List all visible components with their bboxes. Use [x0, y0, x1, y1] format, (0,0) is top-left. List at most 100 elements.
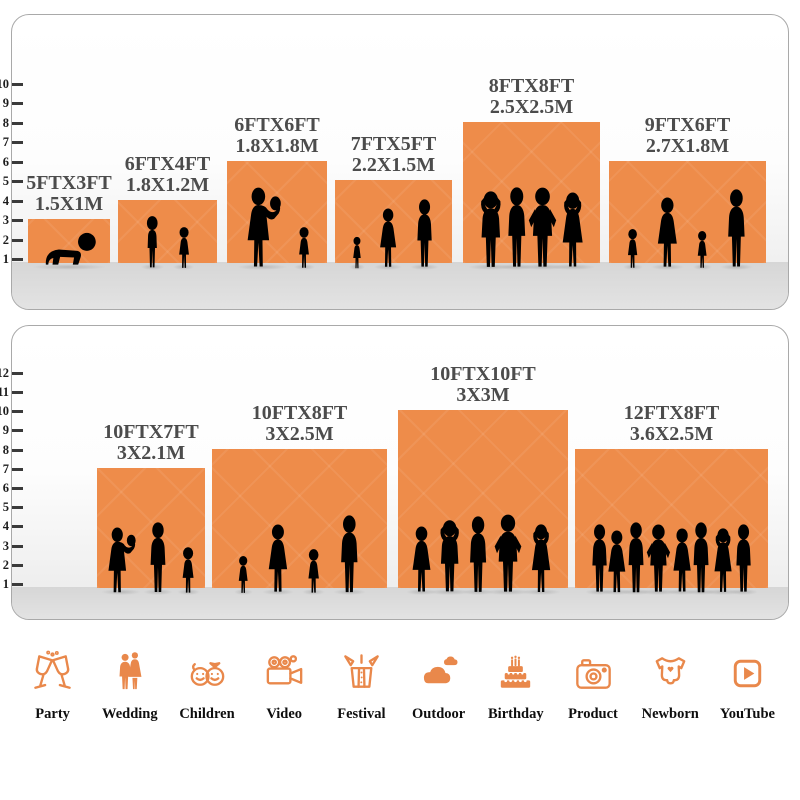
- ruler-tick: [12, 160, 23, 164]
- ruler-tick-label: 9: [2, 96, 9, 110]
- size-m-text: 3X2.5M: [265, 422, 334, 445]
- figure-shadow: [237, 264, 287, 270]
- akimbo-silhouette: [488, 514, 528, 594]
- girl-silhouette: [624, 228, 641, 269]
- ruler-tick-label: 6: [2, 481, 9, 495]
- woman-arms-silhouette: [554, 191, 591, 269]
- figure-shadow: [468, 264, 514, 270]
- figure-shadow: [703, 589, 742, 595]
- figure-shadow: [461, 589, 495, 595]
- girl-silhouette: [694, 230, 710, 269]
- ruler-tick-label: 8: [2, 115, 9, 130]
- woman-arms-silhouette: [524, 523, 558, 594]
- category-item-festival: Festival: [323, 650, 400, 723]
- size-m-text: 1.5X1M: [34, 193, 104, 215]
- figure-shadow: [427, 589, 472, 595]
- backdrop-size-label: 12FTX8FT 3.6X2.5M: [624, 402, 720, 445]
- ruler-tick: [12, 102, 23, 105]
- size-m-text: 1.8X1.2M: [125, 173, 210, 196]
- figure-shadow: [332, 589, 366, 595]
- ruler-tick-label: 1: [2, 252, 9, 266]
- woman-silhouette: [376, 208, 400, 269]
- bar-texture: [575, 448, 768, 588]
- ruler-tick: [12, 371, 23, 375]
- figure-shadow: [650, 264, 685, 270]
- ruler-tick-label: 2: [2, 557, 9, 572]
- ruler-tick-label: 3: [2, 538, 9, 553]
- man-silhouette: [412, 199, 437, 269]
- figure-shadow: [729, 589, 759, 595]
- birthday-icon: [492, 650, 539, 697]
- backdrop-bar-10ftx8ft: [212, 448, 387, 588]
- baby-silhouette: [37, 231, 100, 266]
- category-item-video: Video: [246, 650, 323, 723]
- figure-shadow: [302, 589, 325, 595]
- backdrop-size-label: 10FTX8FT 3X2.5M: [251, 401, 348, 445]
- ruler-tick: [12, 429, 23, 433]
- girl-silhouette: [175, 226, 193, 269]
- ruler-tick: [12, 487, 23, 490]
- category-item-birthday: Birthday: [477, 650, 554, 723]
- category-item-children: Children: [168, 650, 245, 723]
- youtube-icon: [724, 650, 771, 697]
- size-ft-text: 10FTX8FT: [251, 401, 348, 424]
- size-m-text: 3.6X2.5M: [629, 422, 714, 445]
- figure-shadow: [410, 264, 440, 270]
- ruler-tick: [12, 141, 23, 144]
- girl-silhouette: [304, 548, 323, 594]
- ruler-tick-label: 4: [2, 519, 9, 534]
- size-ft-text: 9FTX6FT: [644, 113, 731, 136]
- category-label: Newborn: [641, 706, 699, 722]
- category-label: Wedding: [102, 706, 158, 722]
- woman-child-silhouette: [241, 187, 284, 269]
- ruler-tick-label: 5: [2, 500, 9, 515]
- figure-shadow: [551, 264, 595, 270]
- category-item-youtube: YouTube: [709, 650, 786, 723]
- backdrop-size-label: 5FTX3FT 1.5X1M: [26, 173, 112, 215]
- figure-shadow: [143, 589, 174, 595]
- figure-shadow: [602, 589, 633, 595]
- product-icon: [570, 650, 617, 697]
- figure-shadow: [293, 264, 315, 270]
- figure-shadow: [719, 264, 754, 270]
- child-silhouette: [142, 215, 163, 269]
- woman-silhouette: [653, 197, 682, 269]
- ruler-tick-label: 7: [2, 135, 9, 149]
- outdoor-icon: [415, 650, 462, 697]
- figure-shadow: [406, 589, 438, 595]
- woman-child-silhouette: [103, 527, 138, 594]
- size-m-text: 3X2.1M: [116, 441, 186, 464]
- ruler-tick: [12, 180, 23, 183]
- figure-shadow: [100, 589, 142, 595]
- ruler-tick-label: 5: [2, 174, 9, 188]
- backdrop-bar-5ftx3ft: [28, 219, 110, 263]
- backdrop-bar-6ftx4ft: [118, 199, 217, 263]
- category-item-wedding: Wedding: [91, 650, 168, 723]
- figure-shadow: [620, 589, 651, 595]
- category-label: Product: [568, 706, 618, 722]
- ruler-tick-label: 10: [0, 404, 9, 419]
- ruler-tick: [12, 544, 23, 548]
- ruler-tick-label: 11: [0, 385, 9, 399]
- man-silhouette: [335, 514, 364, 594]
- ruler-tick: [12, 506, 23, 510]
- category-item-product: Product: [554, 650, 631, 723]
- party-icon: [29, 650, 76, 697]
- ruler-tick-label: 3: [2, 213, 9, 227]
- ruler-tick: [12, 121, 23, 125]
- girl-silhouette: [235, 555, 251, 594]
- ruler-tick: [12, 563, 23, 567]
- ruler-tick: [12, 219, 23, 222]
- ruler-tick: [12, 467, 23, 471]
- man-silhouette: [731, 524, 756, 594]
- category-label: Outdoor: [412, 706, 466, 722]
- figure-shadow: [32, 264, 106, 270]
- backdrop-size-label: 10FTX10FT 3X3M: [430, 364, 536, 406]
- figure-shadow: [140, 264, 165, 270]
- ruler-tick: [12, 82, 23, 86]
- category-row: Party Wedding Children Video Festival Ou…: [14, 650, 786, 723]
- backdrop-size-label: 9FTX6FT 2.7X1.8M: [644, 113, 731, 157]
- floor-band: [12, 262, 788, 309]
- category-label: Children: [179, 706, 235, 722]
